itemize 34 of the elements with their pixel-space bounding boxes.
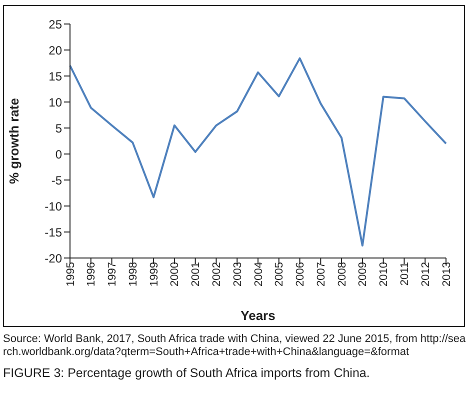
y-tick-label: 0 xyxy=(55,147,62,162)
x-tick-label: 2012 xyxy=(420,262,432,286)
y-tick-label: 25 xyxy=(48,17,62,32)
x-tick-label: 2005 xyxy=(274,262,286,286)
line-series xyxy=(69,57,447,247)
x-tick-label: 2007 xyxy=(315,262,328,286)
x-tick-label: 2006 xyxy=(294,262,307,286)
x-tick-label: 1999 xyxy=(148,262,160,286)
x-tick-label: 1996 xyxy=(86,262,98,286)
x-tick-label: 2002 xyxy=(211,262,224,286)
x-tick-label: 2010 xyxy=(378,262,390,286)
source-note: Source: World Bank, 2017, South Africa trade with China, viewed 22 June 2015, from http://search.worldbank.org/data?qterm=South+Africa+trade+with+China&language=&format xyxy=(3,333,467,359)
y-tick-label: -15 xyxy=(44,225,62,240)
y-tick-label: -10 xyxy=(44,199,62,214)
x-tick-label: 2011 xyxy=(399,262,412,286)
y-tick-label: 20 xyxy=(48,43,62,58)
x-tick-label: 1997 xyxy=(106,262,119,286)
x-tick-label: 2004 xyxy=(252,262,265,286)
x-tick-label: 2013 xyxy=(440,262,453,286)
x-tick-label: 2000 xyxy=(169,262,182,286)
x-tick-label: 2001 xyxy=(190,262,202,286)
y-tick-label: 5 xyxy=(55,121,62,136)
x-tick-label: 2008 xyxy=(336,262,348,286)
caption: FIGURE 3: Percentage growth of South Africa imports from China. xyxy=(3,366,371,380)
x-tick-label: 1998 xyxy=(127,262,140,286)
y-axis-title: % growth rate xyxy=(6,98,22,184)
y-tick-label: 15 xyxy=(48,69,62,84)
x-tick-label: 1995 xyxy=(64,262,77,286)
x-axis-title: Years xyxy=(240,308,276,323)
y-tick-label: -5 xyxy=(51,173,62,188)
y-tick-label: 10 xyxy=(48,95,62,110)
x-tick-label: 2009 xyxy=(357,262,370,286)
y-tick-label: -20 xyxy=(44,251,62,266)
x-tick-label: 2003 xyxy=(232,262,244,286)
